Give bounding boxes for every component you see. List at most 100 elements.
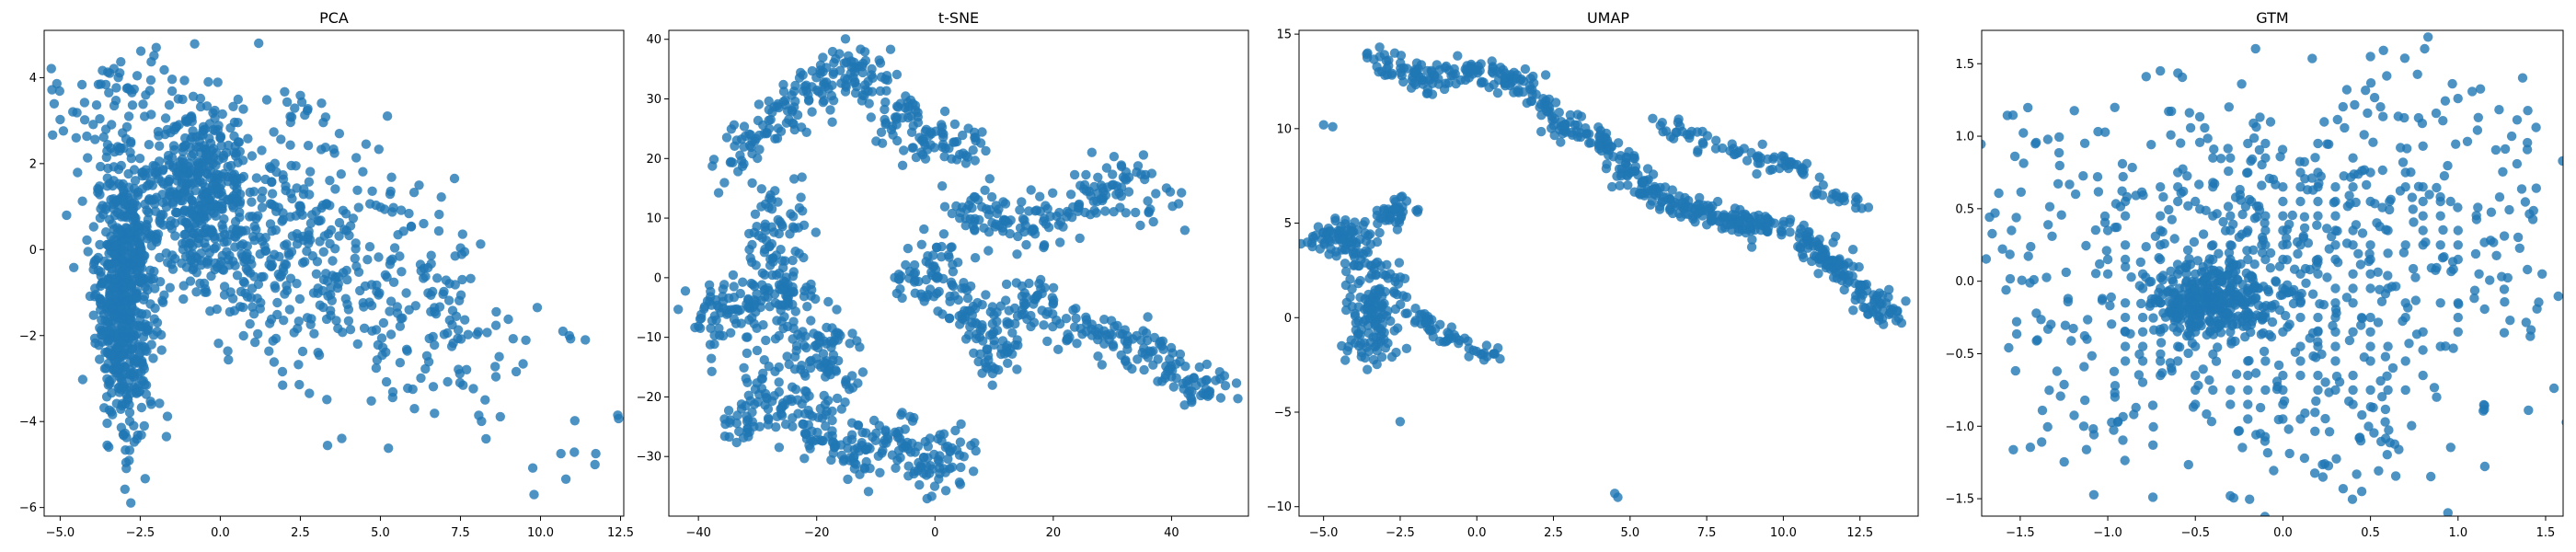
scatter-point [2242,246,2252,256]
scatter-point [1891,316,1902,326]
scatter-point [281,181,291,191]
scatter-point [126,280,136,290]
scatter-point [1012,249,1022,259]
scatter-point [163,258,173,268]
scatter-point [2009,151,2020,162]
scatter-point [892,455,903,466]
scatter-point [843,443,853,454]
scatter-point [55,114,65,125]
scatter-point [749,282,760,292]
axes-frame [1298,29,1919,517]
scatter-point [140,250,150,261]
scatter-point [1189,373,1199,383]
scatter-point [1757,139,1767,149]
scatter-point [109,250,120,261]
scatter-point [127,247,137,257]
scatter-point [811,73,822,83]
scatter-point [956,462,966,473]
scatter-point [2310,426,2320,436]
scatter-point [1752,220,1763,230]
scatter-point [2141,72,2151,82]
scatter-point [1121,167,1132,178]
scatter-point [272,297,282,308]
scatter-point [754,389,765,399]
scatter-point [1065,190,1076,200]
scatter-point [450,280,460,290]
scatter-point [1349,227,1359,237]
scatter-point [747,239,757,250]
scatter-point [2301,278,2311,288]
scatter-point [300,109,310,121]
scatter-point [1487,56,1497,66]
scatter-point [2283,424,2294,434]
scatter-point [2357,166,2367,176]
scatter-point [1042,336,1052,347]
scatter-point [987,302,998,312]
scatter-point [1017,197,1027,207]
scatter-point [426,259,436,269]
scatter-point [1175,349,1186,360]
scatter-point [129,183,140,194]
y-tick-label: 0 [654,271,661,285]
scatter-point [2408,263,2419,274]
scatter-point [2505,316,2515,326]
scatter-point [49,98,60,109]
scatter-point [718,284,728,294]
scatter-point [560,474,571,484]
scatter-point [318,302,328,313]
scatter-point [1680,192,1690,203]
scatter-point [1307,231,1318,242]
scatter-point [142,181,152,191]
scatter-point [2223,201,2234,212]
scatter-point [203,76,213,87]
scatter-point [1383,273,1393,283]
scatter-point [1478,77,1489,87]
scatter-point [1108,169,1118,179]
scatter-point [1064,208,1075,218]
scatter-point [799,428,811,439]
scatter-point [2245,494,2255,504]
scatter-point [1647,196,1658,206]
scatter-point [1694,199,1704,210]
scatter-point [2251,293,2261,303]
scatter-point [1048,321,1058,332]
scatter-point [948,259,958,270]
scatter-point [1032,290,1042,301]
scatter-point [136,322,146,332]
scatter-point [119,243,129,253]
scatter-point [431,309,442,319]
scatter-point [167,75,178,85]
scatter-point [880,119,891,130]
scatter-point [970,253,981,263]
scatter-point [2156,240,2166,250]
scatter-point [880,425,891,435]
scatter-point [364,242,375,252]
scatter-point [1661,126,1672,136]
scatter-point [120,484,130,494]
scatter-point [2237,79,2247,89]
scatter-point [880,97,891,108]
scatter-point [916,239,926,249]
scatter-point [2110,381,2121,391]
scatter-point [2341,85,2352,95]
scatter-point [100,124,111,134]
scatter-point [108,180,118,191]
scatter-point [790,351,800,362]
scatter-point [903,461,914,471]
scatter-point [2399,112,2409,123]
scatter-point [882,75,892,86]
scatter-point [2373,267,2383,277]
scatter-point [260,233,270,243]
scatter-point [2355,259,2366,270]
scatter-point [146,241,156,251]
scatter-point [1003,358,1013,368]
scatter-point [1177,188,1187,198]
scatter-point [2398,157,2409,167]
scatter-point [823,84,834,94]
scatter-point [208,227,218,237]
scatter-point [865,443,875,454]
scatter-point [2499,284,2510,294]
scatter-point [2092,172,2103,182]
scatter-point [2254,144,2265,155]
scatter-point [2011,328,2022,339]
